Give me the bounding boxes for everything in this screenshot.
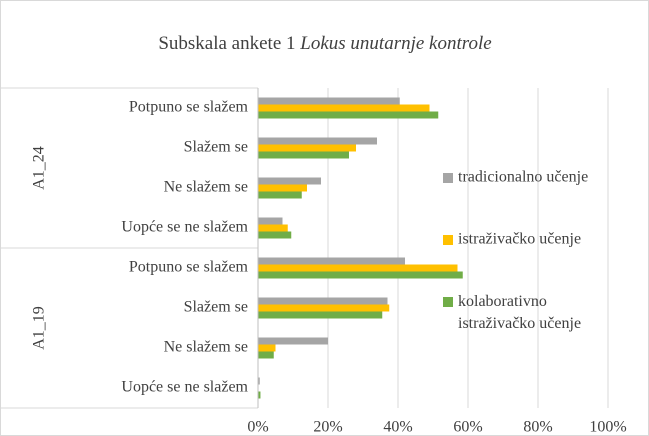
x-tick-label: 100% xyxy=(589,419,626,436)
y-tick-label: Slažem se xyxy=(184,139,248,156)
y-tick-label: Ne slažem se xyxy=(164,339,248,356)
chart-title: Subskala ankete 1 Lokus unutarnje kontro… xyxy=(158,33,491,54)
bar xyxy=(258,231,292,239)
bar xyxy=(258,217,283,225)
bar xyxy=(258,257,405,265)
x-tick-label: 80% xyxy=(523,419,552,436)
bar xyxy=(258,151,349,159)
bar xyxy=(258,97,400,105)
bar xyxy=(258,391,261,399)
bar xyxy=(258,137,377,145)
x-tick-label: 0% xyxy=(247,419,268,436)
legend-swatch xyxy=(443,235,453,245)
bar xyxy=(258,224,288,232)
bar xyxy=(258,271,463,279)
group-label: A1_24 xyxy=(31,146,48,190)
y-tick-label: Uopće se ne slažem xyxy=(121,219,248,236)
legend-swatch xyxy=(443,173,453,183)
y-tick-label: Potpuno se slažem xyxy=(129,259,249,276)
bar xyxy=(258,377,260,385)
x-tick-label: 20% xyxy=(313,419,342,436)
bar xyxy=(258,304,390,312)
y-tick-label: Potpuno se slažem xyxy=(129,99,249,116)
group-label: A1_19 xyxy=(31,306,48,350)
bar xyxy=(258,184,307,192)
x-tick-label: 40% xyxy=(383,419,412,436)
bar xyxy=(258,337,328,345)
legend-label: tradicionalno učenje xyxy=(458,169,588,186)
title-main: Subskala ankete 1 xyxy=(158,33,295,54)
y-tick-label: Slažem se xyxy=(184,299,248,316)
bar xyxy=(258,111,439,119)
bar xyxy=(258,177,321,185)
bar xyxy=(258,264,458,272)
legend-label: istraživačko učenje xyxy=(458,231,581,248)
title-italic: Lokus unutarnje kontrole xyxy=(299,33,491,54)
bar xyxy=(258,104,430,112)
legend-swatch xyxy=(443,297,453,307)
y-tick-label: Ne slažem se xyxy=(164,179,248,196)
bar xyxy=(258,144,356,152)
bar xyxy=(258,344,276,352)
y-tick-label: Uopće se ne slažem xyxy=(121,379,248,396)
bar xyxy=(258,297,388,305)
legend-label: kolaborativno istraživačko učenje xyxy=(458,293,581,332)
bar xyxy=(258,311,383,319)
bar xyxy=(258,351,274,359)
bar xyxy=(258,191,302,199)
x-tick-label: 60% xyxy=(453,419,482,436)
